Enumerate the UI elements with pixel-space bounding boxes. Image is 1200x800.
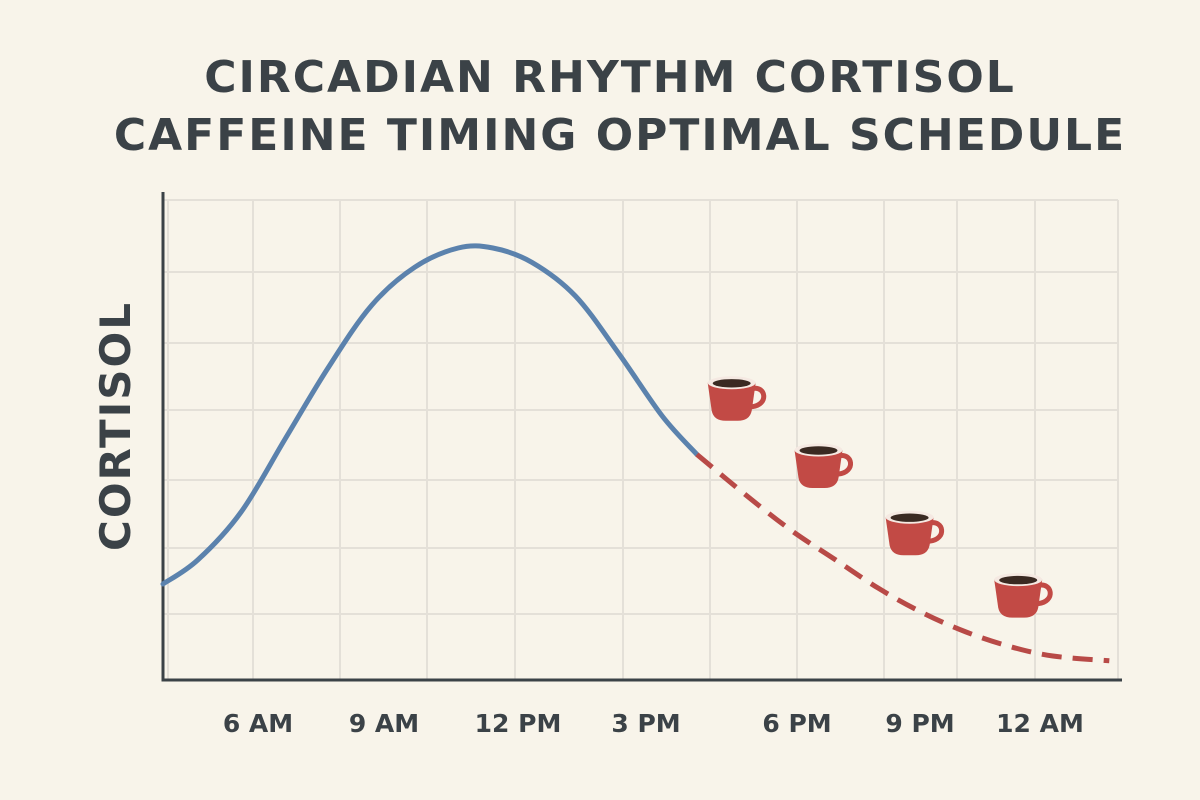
x-tick-label: 3 PM — [611, 709, 680, 738]
cup-coffee — [712, 379, 751, 388]
cup-body — [885, 517, 934, 556]
x-tick-label: 12 PM — [475, 709, 562, 738]
cup-body — [707, 382, 756, 421]
cup-body — [794, 450, 843, 488]
coffee-cup-icon — [707, 376, 767, 421]
coffee-cup-icon — [994, 573, 1053, 618]
coffee-cup-icon — [885, 510, 945, 556]
chart-title-line-2: CAFFEINE TIMING OPTIMAL SCHEDULE — [114, 110, 1126, 161]
x-tick-label: 6 PM — [762, 709, 831, 738]
x-tick-label: 9 PM — [885, 709, 954, 738]
chart-title-line-1: CIRCADIAN RHYTHM CORTISOL — [204, 52, 1016, 103]
chart-title: CIRCADIAN RHYTHM CORTISOL CAFFEINE TIMIN… — [114, 52, 1126, 161]
cup-body — [994, 579, 1043, 618]
cup-coffee — [999, 575, 1038, 585]
x-tick-label: 12 AM — [996, 709, 1084, 738]
coffee-cup-icon — [794, 443, 853, 488]
cortisol-curve-solid — [160, 243, 700, 587]
x-tick-label: 9 AM — [349, 709, 419, 738]
cup-coffee — [890, 513, 929, 522]
axis-lines — [161, 192, 1122, 682]
x-axis-ticks: 6 AM 9 AM 12 PM 3 PM 6 PM 9 PM 12 AM — [223, 709, 1084, 738]
cortisol-curve-dashed — [695, 452, 1110, 664]
chart-series — [160, 243, 1110, 664]
x-tick-label: 6 AM — [223, 709, 293, 738]
chart-markers — [707, 376, 1053, 618]
cup-coffee — [799, 446, 838, 455]
chart-axes — [161, 192, 1122, 682]
y-axis-label: CORTISOL — [91, 301, 140, 551]
chart-grid — [163, 199, 1119, 680]
